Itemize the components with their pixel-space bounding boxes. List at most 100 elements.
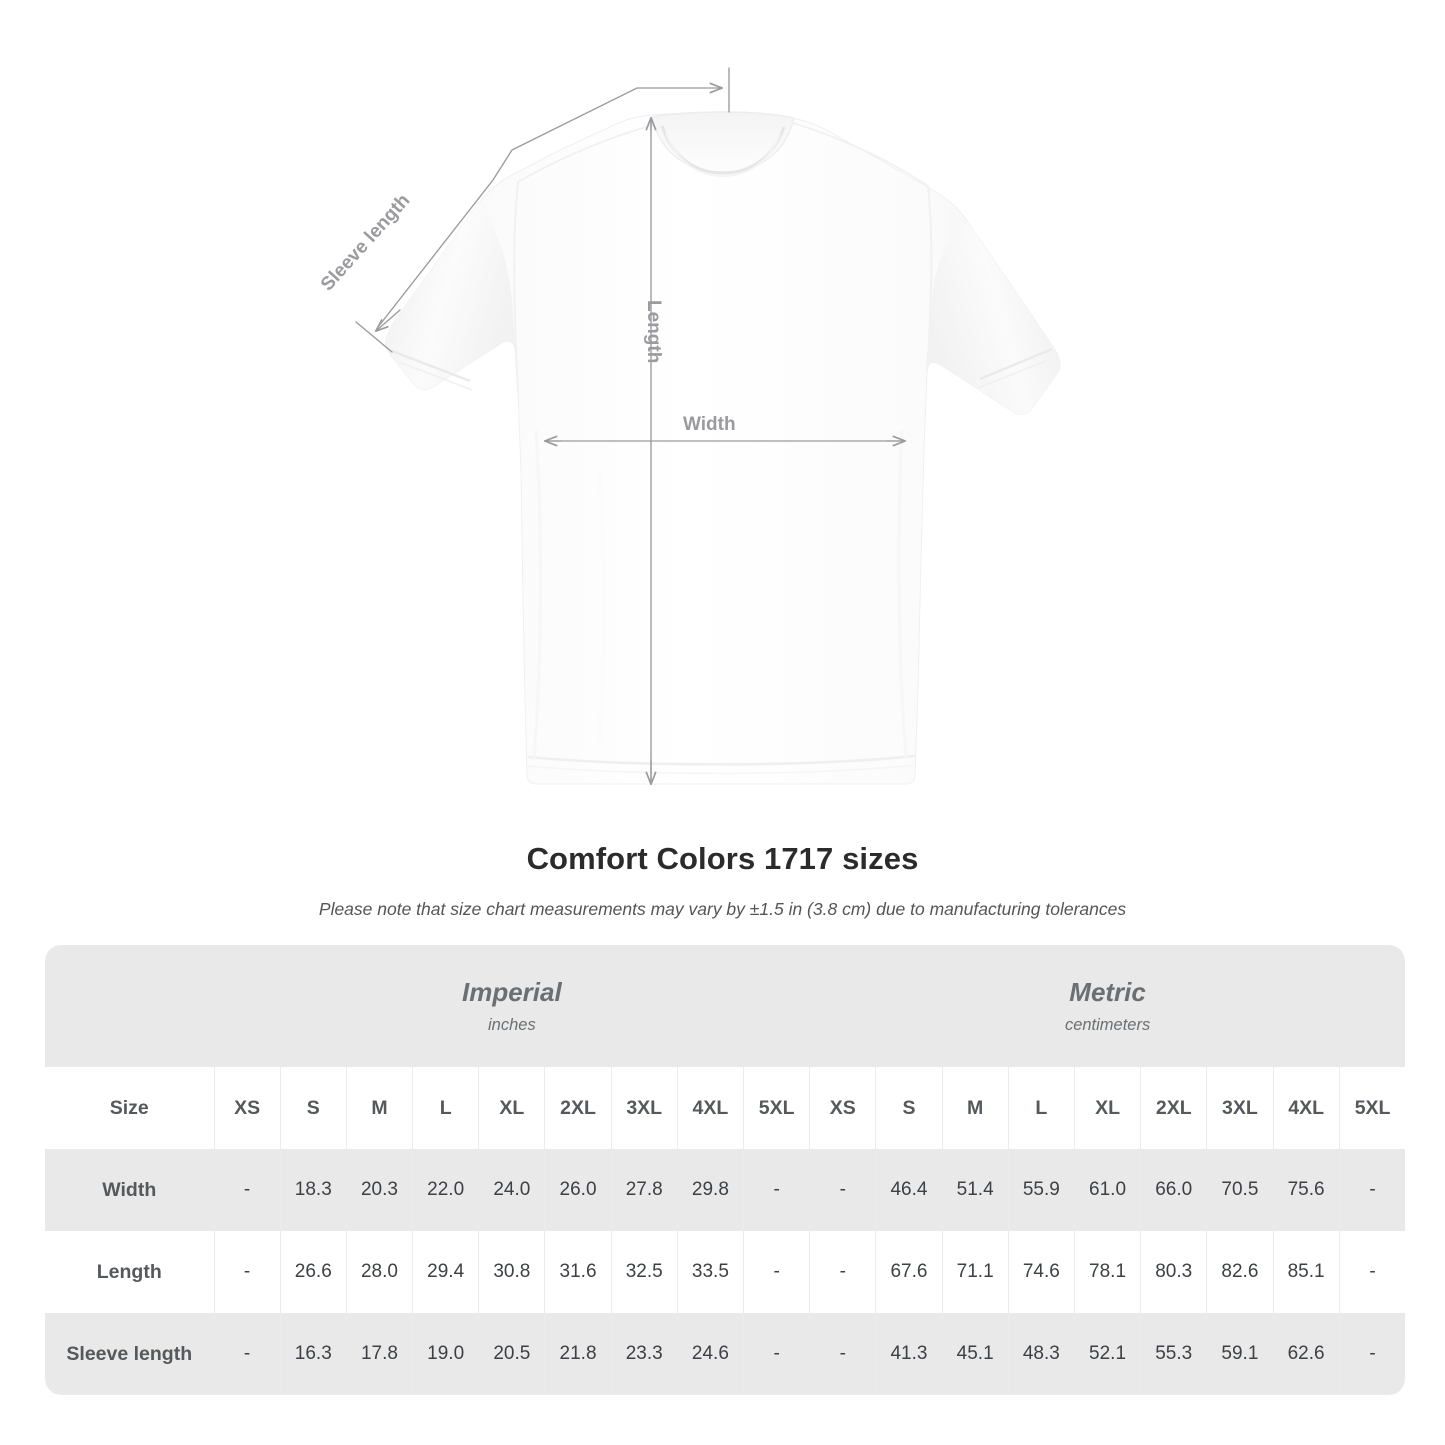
- size-chart-table: Imperial inches Metric centimeters Size …: [45, 945, 1406, 1395]
- cell-length-metric-xs: -: [809, 1231, 877, 1313]
- metric-sub: centimeters: [1064, 1016, 1151, 1034]
- cell-width-metric-m: 51.4: [941, 1149, 1009, 1231]
- sleeve-arrow-bottom: [376, 309, 401, 331]
- table-row-length: Length - 26.6 28.0 29.4 30.8 31.6 32.5 3…: [45, 1231, 1406, 1313]
- cell-width-imperial-xl: 24.0: [478, 1149, 546, 1231]
- cell-width-metric-3xl: 70.5: [1206, 1149, 1274, 1231]
- table-row-width: Width - 18.3 20.3 22.0 24.0 26.0 27.8 29…: [45, 1149, 1406, 1231]
- cell-sleeve-imperial-4xl: 24.6: [676, 1313, 745, 1395]
- dimension-lines: [355, 67, 905, 784]
- cell-length-imperial-s: 26.6: [279, 1231, 347, 1313]
- size-col-imperial-m: M: [345, 1067, 414, 1149]
- unit-banner-imperial: Imperial inches: [214, 945, 810, 1067]
- cell-length-metric-3xl: 82.6: [1206, 1231, 1274, 1313]
- imperial-sub: inches: [488, 1016, 536, 1034]
- metric-name: Metric: [1069, 977, 1146, 1007]
- size-chart-table-wrapper: Imperial inches Metric centimeters Size …: [45, 945, 1406, 1400]
- cell-length-imperial-2xl: 31.6: [544, 1231, 612, 1313]
- cell-length-imperial-l: 29.4: [412, 1231, 480, 1313]
- cell-width-metric-l: 55.9: [1007, 1149, 1075, 1231]
- size-col-metric-2xl: 2XL: [1140, 1067, 1208, 1149]
- cell-sleeve-imperial-5xl: -: [742, 1313, 811, 1395]
- cell-width-imperial-5xl: -: [742, 1149, 811, 1231]
- cell-width-imperial-2xl: 26.0: [544, 1149, 612, 1231]
- table-row-sleeve-length: Sleeve length - 16.3 17.8 19.0 20.5 21.8…: [45, 1313, 1406, 1395]
- cell-width-imperial-3xl: 27.8: [610, 1149, 678, 1231]
- cell-length-imperial-3xl: 32.5: [610, 1231, 678, 1313]
- size-col-imperial-xl: XL: [478, 1067, 546, 1149]
- cell-length-metric-s: 67.6: [875, 1231, 943, 1313]
- size-col-metric-s: S: [875, 1067, 943, 1149]
- cell-sleeve-metric-m: 45.1: [941, 1313, 1009, 1395]
- cell-sleeve-metric-xl: 52.1: [1073, 1313, 1142, 1395]
- cell-width-metric-xl: 61.0: [1073, 1149, 1142, 1231]
- cell-width-metric-xs: -: [809, 1149, 877, 1231]
- cell-sleeve-imperial-3xl: 23.3: [610, 1313, 678, 1395]
- tshirt-illustration: [355, 67, 1061, 830]
- size-col-imperial-4xl: 4XL: [676, 1067, 745, 1149]
- cell-width-metric-4xl: 75.6: [1272, 1149, 1340, 1231]
- length-label: Length: [643, 300, 664, 364]
- size-col-metric-m: M: [941, 1067, 1009, 1149]
- cell-sleeve-imperial-s: 16.3: [279, 1313, 347, 1395]
- size-header-row: Size XS S M L XL 2XL 3XL 4XL 5XL XS S M …: [45, 1067, 1406, 1149]
- cell-sleeve-metric-xs: -: [809, 1313, 877, 1395]
- imperial-name: Imperial: [461, 977, 562, 1007]
- cell-width-metric-5xl: -: [1338, 1149, 1406, 1231]
- cell-width-imperial-xs: -: [213, 1149, 281, 1231]
- shirt-shape: [384, 111, 1061, 785]
- cell-sleeve-metric-4xl: 62.6: [1272, 1313, 1340, 1395]
- width-label: Width: [683, 414, 736, 435]
- cell-length-imperial-xs: -: [213, 1231, 281, 1313]
- page-title: Comfort Colors 1717 sizes: [526, 841, 919, 876]
- cell-width-metric-s: 46.4: [875, 1149, 943, 1231]
- cell-width-imperial-m: 20.3: [345, 1149, 414, 1231]
- size-col-imperial-l: L: [412, 1067, 480, 1149]
- size-col-metric-5xl: 5XL: [1338, 1067, 1406, 1149]
- cell-length-metric-l: 74.6: [1007, 1231, 1075, 1313]
- tshirt-diagram: Sleeve length Length Width: [317, 67, 1061, 830]
- size-col-imperial-xs: XS: [213, 1067, 281, 1149]
- cell-length-imperial-m: 28.0: [345, 1231, 414, 1313]
- cell-length-imperial-xl: 30.8: [478, 1231, 546, 1313]
- sleeve-dimension-path: [377, 87, 638, 328]
- row-label-width: Width: [45, 1149, 214, 1231]
- size-col-metric-4xl: 4XL: [1272, 1067, 1340, 1149]
- sleeve-tick-bottom: [355, 321, 393, 353]
- size-col-metric-3xl: 3XL: [1206, 1067, 1274, 1149]
- unit-banner-metric: Metric centimeters: [809, 945, 1406, 1067]
- cell-sleeve-imperial-m: 17.8: [345, 1313, 414, 1395]
- size-header-label: Size: [45, 1067, 214, 1149]
- size-col-imperial-3xl: 3XL: [610, 1067, 678, 1149]
- unit-banner-spacer: [45, 945, 214, 1067]
- cell-length-imperial-4xl: 33.5: [676, 1231, 745, 1313]
- size-col-metric-xl: XL: [1073, 1067, 1142, 1149]
- size-col-imperial-5xl: 5XL: [742, 1067, 811, 1149]
- cell-sleeve-imperial-xl: 20.5: [478, 1313, 546, 1395]
- cell-sleeve-metric-s: 41.3: [875, 1313, 943, 1395]
- row-label-sleeve-length: Sleeve length: [45, 1313, 214, 1395]
- cell-length-metric-2xl: 80.3: [1140, 1231, 1208, 1313]
- size-col-metric-xs: XS: [809, 1067, 877, 1149]
- cell-sleeve-imperial-2xl: 21.8: [544, 1313, 612, 1395]
- cell-length-metric-xl: 78.1: [1073, 1231, 1142, 1313]
- cell-sleeve-metric-l: 48.3: [1007, 1313, 1075, 1395]
- cell-width-metric-2xl: 66.0: [1140, 1149, 1208, 1231]
- cell-length-metric-5xl: -: [1338, 1231, 1406, 1313]
- tolerance-note: Please note that size chart measurements…: [318, 899, 1127, 919]
- size-col-metric-l: L: [1007, 1067, 1075, 1149]
- cell-sleeve-imperial-l: 19.0: [412, 1313, 480, 1395]
- cell-sleeve-metric-2xl: 55.3: [1140, 1313, 1208, 1395]
- size-col-imperial-2xl: 2XL: [544, 1067, 612, 1149]
- size-col-imperial-s: S: [279, 1067, 347, 1149]
- cell-width-imperial-l: 22.0: [412, 1149, 480, 1231]
- cell-sleeve-metric-3xl: 59.1: [1206, 1313, 1274, 1395]
- cell-sleeve-imperial-xs: -: [213, 1313, 281, 1395]
- row-label-length: Length: [45, 1231, 214, 1313]
- title-block: Comfort Colors 1717 sizes Please note th…: [0, 840, 1445, 920]
- cell-sleeve-metric-5xl: -: [1338, 1313, 1406, 1395]
- cell-width-imperial-4xl: 29.8: [676, 1149, 745, 1231]
- unit-banner-row: Imperial inches Metric centimeters: [45, 945, 1406, 1067]
- cell-length-metric-4xl: 85.1: [1272, 1231, 1340, 1313]
- cell-width-imperial-s: 18.3: [279, 1149, 347, 1231]
